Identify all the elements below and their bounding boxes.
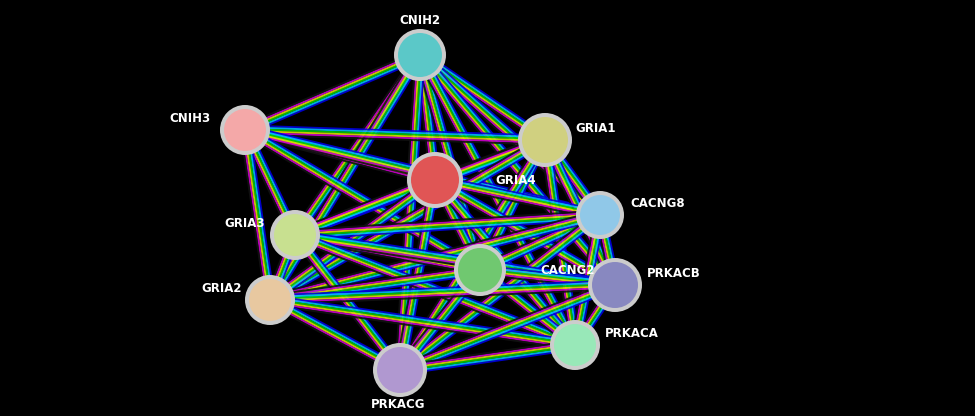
Circle shape: [249, 279, 291, 321]
Circle shape: [220, 105, 270, 155]
Circle shape: [454, 244, 506, 296]
Text: CNIH2: CNIH2: [400, 14, 441, 27]
Text: PRKACG: PRKACG: [370, 398, 425, 411]
Circle shape: [407, 152, 463, 208]
Text: GRIA4: GRIA4: [495, 173, 535, 186]
Text: CACNG8: CACNG8: [630, 197, 684, 210]
Circle shape: [580, 195, 620, 235]
Circle shape: [576, 191, 624, 239]
Circle shape: [554, 324, 596, 366]
Circle shape: [518, 113, 572, 167]
Circle shape: [270, 210, 320, 260]
Circle shape: [245, 275, 295, 325]
Text: GRIA3: GRIA3: [224, 217, 265, 230]
Circle shape: [592, 262, 638, 308]
Circle shape: [224, 109, 266, 151]
Circle shape: [398, 33, 442, 77]
Text: CNIH3: CNIH3: [169, 112, 210, 125]
Circle shape: [274, 214, 316, 256]
Circle shape: [394, 29, 446, 81]
Circle shape: [373, 343, 427, 397]
Circle shape: [522, 117, 568, 163]
Text: PRKACB: PRKACB: [647, 267, 701, 280]
Circle shape: [458, 248, 502, 292]
Text: PRKACA: PRKACA: [605, 327, 659, 340]
Circle shape: [377, 347, 423, 393]
Circle shape: [550, 320, 600, 370]
Text: CACNG2: CACNG2: [540, 263, 595, 277]
Text: GRIA1: GRIA1: [575, 122, 615, 135]
Circle shape: [588, 258, 642, 312]
Text: GRIA2: GRIA2: [202, 282, 242, 295]
Circle shape: [411, 156, 459, 204]
